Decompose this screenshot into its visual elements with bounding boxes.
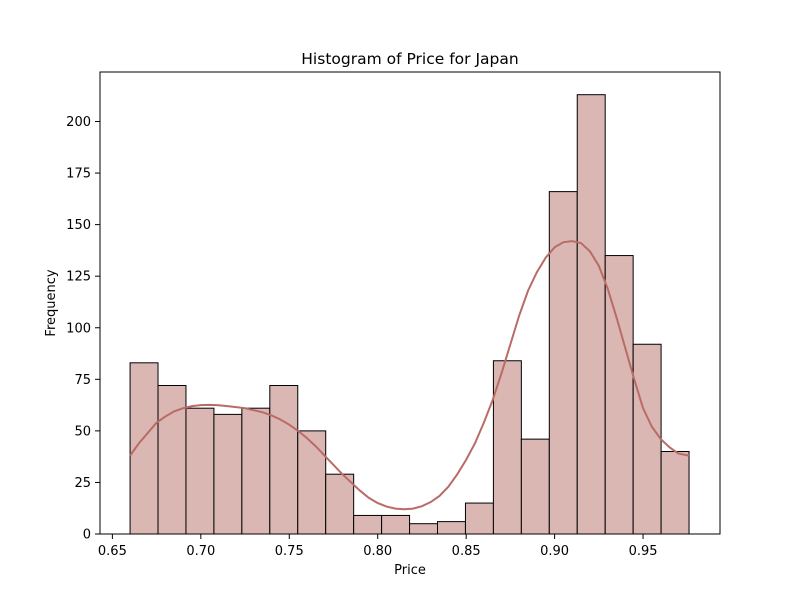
x-tick-label: 0.80 <box>363 544 392 559</box>
x-tick-label: 0.90 <box>540 544 569 559</box>
x-tick-label: 0.85 <box>452 544 481 559</box>
y-tick-label: 100 <box>66 321 91 336</box>
histogram-bar <box>632 343 662 535</box>
histogram-bar <box>269 385 299 535</box>
histogram-bar <box>297 430 327 535</box>
y-tick-label: 0 <box>83 528 91 543</box>
axes-frame <box>99 71 721 535</box>
y-tick-label: 75 <box>74 373 91 388</box>
histogram-bar <box>520 438 550 535</box>
x-axis-label: Price <box>394 563 426 578</box>
histogram-bar <box>464 502 494 535</box>
histogram-bar <box>381 514 411 535</box>
y-tick-label: 125 <box>66 270 91 285</box>
x-tick-label: 0.70 <box>186 544 215 559</box>
y-tick-label: 175 <box>66 167 91 182</box>
x-tick-label: 0.95 <box>629 544 658 559</box>
chart-title: Histogram of Price for Japan <box>301 50 518 68</box>
y-axis-label: Frequency <box>44 269 59 336</box>
histogram-bar <box>353 514 383 535</box>
histogram-bar <box>576 94 606 535</box>
histogram-bar <box>492 360 522 535</box>
histogram-bar <box>241 407 271 535</box>
histogram-bar <box>157 385 187 535</box>
x-tick-label: 0.65 <box>98 544 127 559</box>
x-axis-ticks: 0.65 0.70 0.75 0.80 0.85 0.90 0.95 <box>98 534 658 559</box>
y-tick-label: 200 <box>66 115 91 130</box>
y-tick-label: 50 <box>74 424 91 439</box>
histogram-bar <box>660 451 690 535</box>
kde-curve <box>129 240 690 511</box>
x-tick-label: 0.75 <box>275 544 304 559</box>
histogram-bar <box>325 473 355 535</box>
kde-curve-group <box>129 240 690 511</box>
histogram-bar <box>409 523 439 535</box>
y-axis-ticks: 0 25 50 75 100 125 150 175 200 <box>66 115 100 543</box>
y-tick-label: 150 <box>66 218 91 233</box>
histogram-bar <box>213 413 243 535</box>
y-tick-label: 25 <box>74 476 91 491</box>
histogram-bars <box>129 94 690 535</box>
histogram-bar <box>185 407 215 535</box>
histogram-bar <box>437 521 466 535</box>
